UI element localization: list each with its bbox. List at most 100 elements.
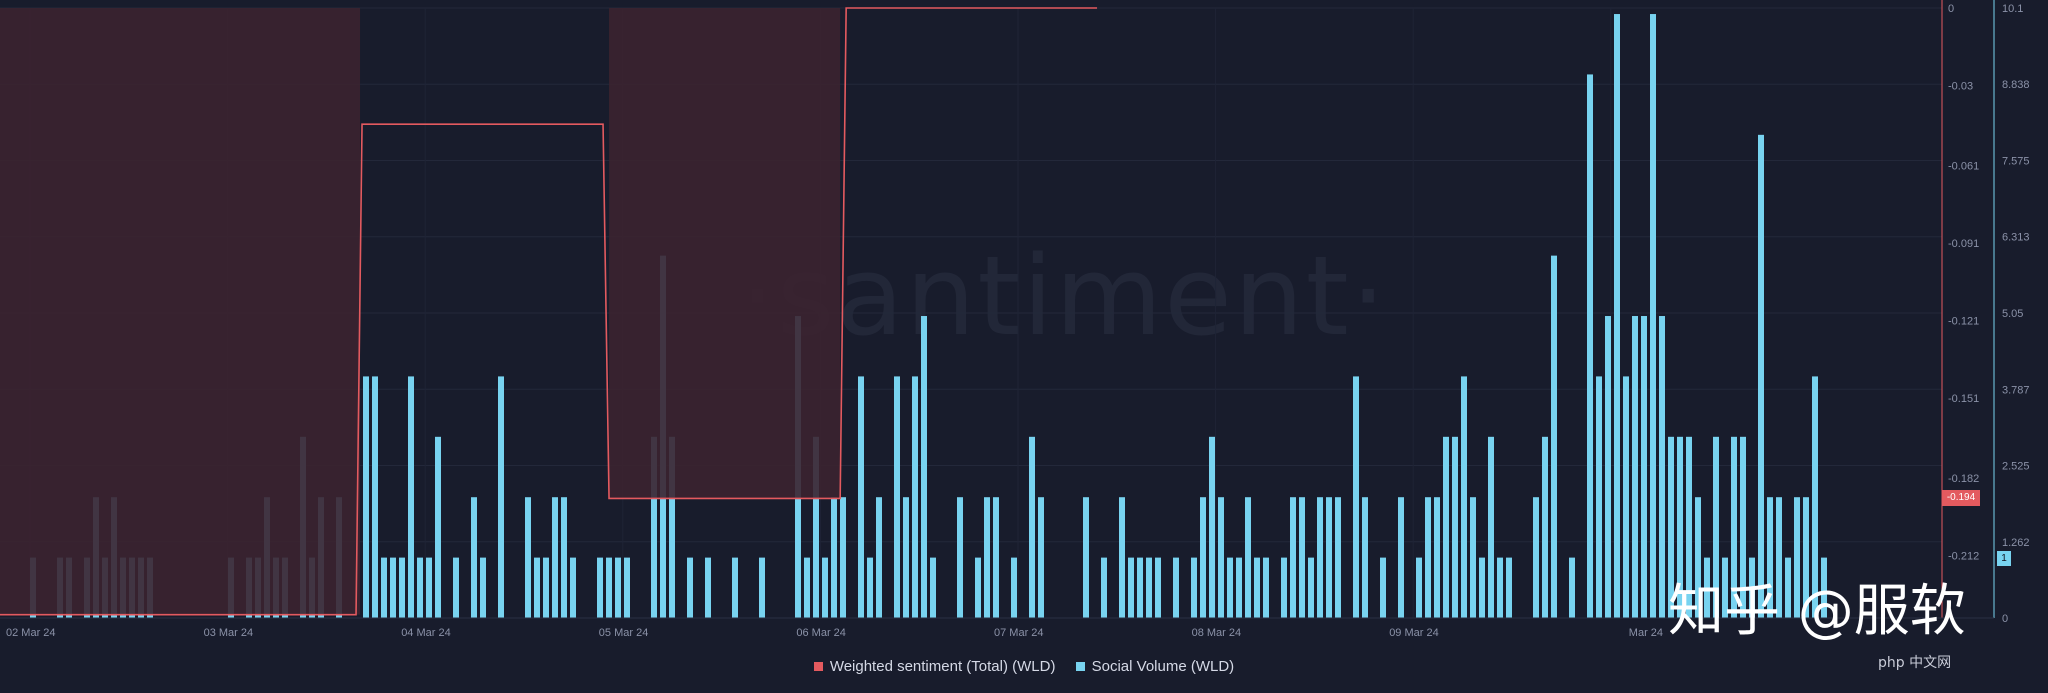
weighted-sentiment-line (0, 7, 1098, 616)
social-volume-bar (498, 376, 504, 618)
legend-item-social-volume[interactable]: Social Volume (WLD) (1075, 658, 1234, 675)
left-axis-tick: -0.121 (1948, 315, 1979, 327)
social-volume-bar (624, 557, 630, 618)
x-axis-tick: 04 Mar 24 (401, 627, 451, 639)
legend: Weighted sentiment (Total) (WLD) Social … (0, 658, 2048, 675)
x-axis-tick: 05 Mar 24 (599, 627, 649, 639)
social-volume-bar (867, 557, 873, 618)
social-volume-bar (1146, 557, 1152, 618)
social-volume-bar (1587, 74, 1593, 618)
social-volume-bar (1686, 436, 1692, 618)
social-volume-bar (1479, 557, 1485, 618)
social-volume-bar (1191, 557, 1197, 618)
x-axis-tick: 09 Mar 24 (1389, 627, 1439, 639)
left-axis-tick: -0.03 (1948, 80, 1973, 92)
x-axis-tick: 08 Mar 24 (1192, 627, 1242, 639)
social-volume-bar (1623, 376, 1629, 618)
right-axis-tick: 7.575 (2002, 156, 2030, 168)
left-axis-tick: 0 (1948, 3, 1954, 15)
social-volume-bar (1200, 497, 1206, 618)
social-volume-bar (471, 497, 477, 618)
social-volume-bar (1533, 497, 1539, 618)
social-volume-bar (1209, 436, 1215, 618)
legend-swatch-sentiment (813, 662, 823, 671)
social-volume-bar (1812, 376, 1818, 618)
social-volume-bar (372, 376, 378, 618)
social-volume-bar (570, 557, 576, 618)
social-volume-bar (1695, 497, 1701, 618)
social-volume-bar (1362, 497, 1368, 618)
social-volume-bar (543, 557, 549, 618)
social-volume-bar (1416, 557, 1422, 618)
social-volume-bar (435, 436, 441, 618)
social-volume-bar (1497, 557, 1503, 618)
social-volume-bar (1740, 436, 1746, 618)
social-volume-bar (597, 557, 603, 618)
social-volume-bar (840, 497, 846, 618)
right-axis-tick: 5.05 (2002, 308, 2023, 320)
left-axis-tick: -0.182 (1948, 473, 1979, 485)
left-axis-tick: -0.212 (1948, 550, 1979, 562)
social-volume-bar (876, 497, 882, 618)
social-volume-bar (993, 497, 999, 618)
x-axis-tick: 03 Mar 24 (204, 627, 254, 639)
social-volume-bar (1038, 497, 1044, 618)
axes: 0 1.262 2.525 3.787 5.05 6.313 7.575 8.838 10.1 0… (0, 0, 2030, 639)
santiment-watermark: ·santiment· (740, 232, 1388, 360)
social-volume-bar (1263, 557, 1269, 618)
social-volume-bar (1641, 316, 1647, 618)
social-volume-bar (363, 376, 369, 618)
right-axis-tick: 6.313 (2002, 232, 2030, 244)
social-volume-bar (1119, 497, 1125, 618)
social-volume-bar (1137, 557, 1143, 618)
social-volume-bar (1317, 497, 1323, 618)
social-volume-bar (1434, 497, 1440, 618)
social-volume-bar (1632, 316, 1638, 618)
social-volume-bar (408, 376, 414, 618)
social-volume-bar (561, 497, 567, 618)
left-axis-tick: -0.091 (1948, 238, 1979, 250)
social-volume-bar (894, 376, 900, 618)
right-axis-tick: 10.1 (2002, 3, 2023, 15)
social-volume-bar (1173, 557, 1179, 618)
social-volume-bar (1326, 497, 1332, 618)
social-volume-bar (1722, 557, 1728, 618)
social-volume-bar (1614, 14, 1620, 618)
social-volume-bar (1749, 557, 1755, 618)
social-volume-bar (975, 557, 981, 618)
social-volume-bar (1551, 255, 1557, 618)
x-axis-tick: 06 Mar 24 (796, 627, 846, 639)
social-volume-bar (732, 557, 738, 618)
sentiment-area-fill (609, 8, 841, 499)
social-volume-bar (1308, 557, 1314, 618)
social-volume-bar (1668, 436, 1674, 618)
social-volume-bar (1785, 557, 1791, 618)
social-volume-bar (1443, 436, 1449, 618)
social-volume-bar (858, 376, 864, 618)
social-volume-bar (606, 557, 612, 618)
x-axis-tick: 07 Mar 24 (994, 627, 1044, 639)
zhihu-credit: 知乎 @服软 (1668, 579, 1966, 644)
social-volume-bar (1659, 316, 1665, 618)
social-volume-bar (804, 557, 810, 618)
social-volume-bar (453, 557, 459, 618)
social-volume-bar (1029, 436, 1035, 618)
social-volume-bar (921, 316, 927, 618)
social-volume-bar (1704, 557, 1710, 618)
left-axis-tick: -0.061 (1948, 160, 1979, 172)
social-volume-bar (1290, 497, 1296, 618)
social-volume-bar (1542, 436, 1548, 618)
right-axis-tick: 0 (2002, 613, 2008, 625)
social-volume-bar (1425, 497, 1431, 618)
social-volume-bar (705, 557, 711, 618)
social-volume-bar (1353, 376, 1359, 618)
social-volume-bar (1398, 497, 1404, 618)
right-axis-tick: 1.262 (2002, 537, 2030, 549)
social-volume-bar (1380, 557, 1386, 618)
social-volume-bar (669, 436, 675, 618)
social-volume-bar (1605, 316, 1611, 618)
social-volume-bar (1452, 436, 1458, 618)
sentiment-area-fill (0, 8, 361, 615)
legend-item-sentiment[interactable]: Weighted sentiment (Total) (WLD) (813, 658, 1055, 675)
social-volume-bar (957, 497, 963, 618)
